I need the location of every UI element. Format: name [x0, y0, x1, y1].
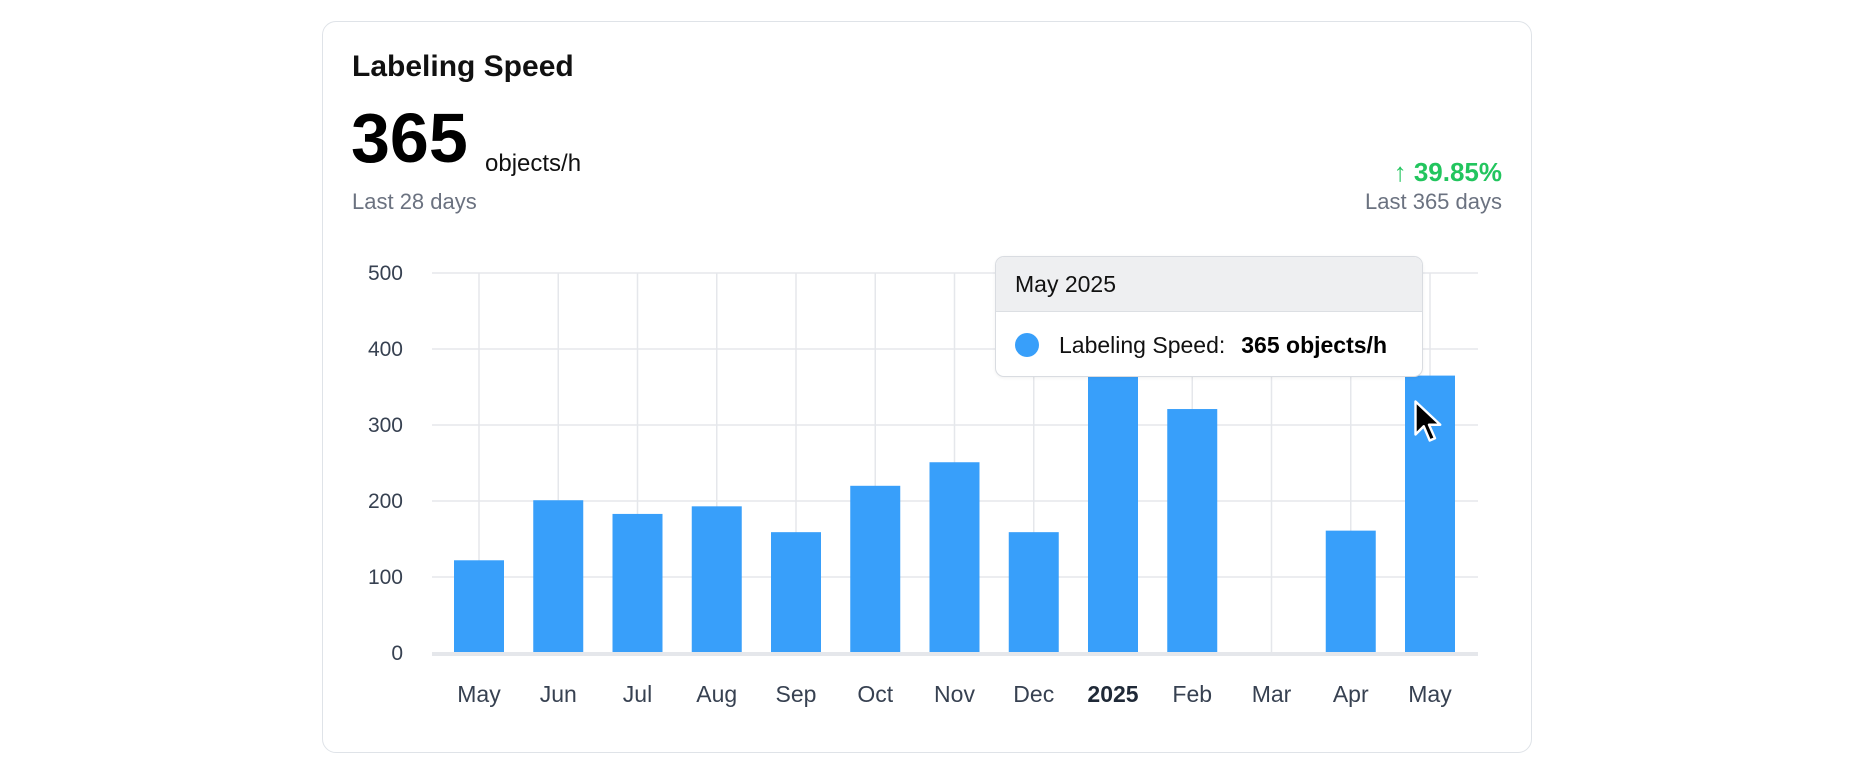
bar-aug-3 [691, 506, 742, 653]
value-period: Last 28 days [352, 189, 477, 214]
y-tick-label: 400 [368, 338, 403, 361]
x-tick-label: Jun [540, 681, 577, 707]
x-tick-label: Nov [934, 681, 975, 707]
series-color-dot [1015, 333, 1039, 357]
bar-sep-4 [771, 532, 821, 653]
bar-2025-8 [1088, 372, 1138, 653]
change-percent: ↑ 39.85% [1393, 157, 1502, 187]
y-tick-label: 500 [368, 262, 403, 285]
tooltip-series-label: Labeling Speed: [1059, 331, 1226, 358]
x-tick-label: May [457, 681, 501, 707]
chart-tooltip: May 2025 Labeling Speed: 365 objects/h [995, 256, 1423, 377]
mouse-pointer-icon [1414, 400, 1442, 442]
bar-feb-9 [1167, 409, 1218, 653]
tooltip-header: May 2025 [996, 257, 1422, 312]
x-tick-label: Oct [857, 681, 893, 707]
x-tick-label: 2025 [1087, 681, 1138, 707]
bar-nov-6 [929, 462, 980, 653]
bar-may-0 [454, 560, 504, 653]
x-tick-label: Jul [623, 681, 652, 707]
bar-apr-11 [1325, 530, 1376, 653]
bar-jul-2 [612, 513, 663, 653]
current-value: 365 [351, 99, 468, 177]
x-tick-label: Mar [1252, 681, 1292, 707]
y-tick-label: 0 [391, 642, 403, 665]
x-tick-label: May [1408, 681, 1452, 707]
x-tick-label: Apr [1333, 681, 1369, 707]
bar-oct-5 [850, 485, 901, 653]
y-tick-label: 100 [368, 566, 403, 589]
tooltip-series-value: 365 objects/h [1241, 331, 1387, 358]
tooltip-body: Labeling Speed: 365 objects/h [996, 312, 1422, 376]
x-tick-label: Aug [696, 681, 737, 707]
y-tick-label: 200 [368, 490, 403, 513]
x-tick-label: Feb [1172, 681, 1212, 707]
value-unit: objects/h [485, 150, 582, 177]
bar-dec-7 [1008, 532, 1059, 653]
bar-jun-1 [533, 500, 584, 653]
card-title: Labeling Speed [352, 50, 574, 83]
y-tick-label: 300 [368, 414, 403, 437]
x-tick-label: Dec [1013, 681, 1054, 707]
change-period: Last 365 days [1365, 189, 1502, 214]
x-tick-label: Sep [776, 681, 817, 707]
